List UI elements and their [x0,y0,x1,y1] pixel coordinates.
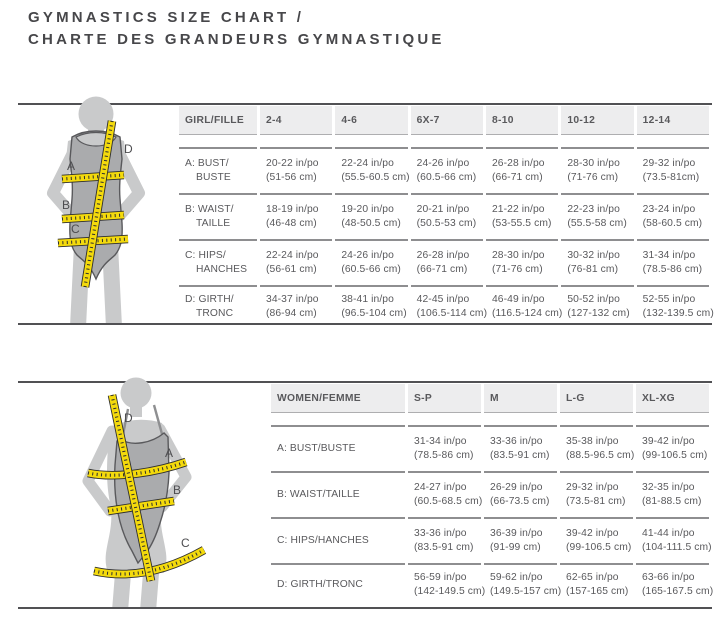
row-label: A: BUST/BUSTE [271,427,405,473]
header-row: WOMEN/FEMME S-P M L-G XL-XG [271,384,709,413]
size-cell: 26-28 in/po (66-71 cm) [485,149,559,195]
size-cell: 26-29 in/po (66-73.5 cm) [484,473,557,519]
size-cell: 22-24 in/po (55.5-60.5 cm) [335,149,410,195]
column-header: 2-4 [260,106,333,135]
column-header: 4-6 [335,106,408,135]
size-cell: 24-26 in/po (60.5-66 cm) [410,149,483,195]
table-row-waist: B: WAIST/TAILLE 24-27 in/po (60.5-68.5 cm… [271,473,709,519]
figure-label-d: D [124,411,133,425]
size-cell: 42-45 in/po (106.5-114 cm) [416,293,488,320]
size-cell: 33-36 in/po (83.5-91 cm) [484,427,557,473]
row-label: B: WAIST/TAILLE [179,195,257,241]
size-cell: 34-37 in/po (86-94 cm) [266,293,319,320]
column-header: XL-XG [636,384,709,413]
size-cell: 33-36 in/po (83.5-91 cm) [408,519,481,565]
column-header: S-P [408,384,481,413]
size-cell: 52-55 in/po (132-139.5 cm) [642,293,714,320]
size-cell: 20-22 in/po (51-56 cm) [260,149,333,195]
measuring-tape-waist [107,496,175,516]
figure-label-b: B [62,198,70,212]
top-rule [18,381,712,383]
row-label: D: GIRTH/TRONC [185,293,234,320]
size-cell: 21-22 in/po (53-55.5 cm) [485,195,559,241]
size-cell: 63-66 in/po (165-167.5 cm) [642,571,714,598]
size-cell: 36-39 in/po (91-99 cm) [484,519,557,565]
girls-size-table: GIRL/FILLE 2-4 4-6 6X-7 8-10 10-12 12-14… [176,106,714,327]
row-label: B: WAIST/TAILLE [271,473,405,519]
header-row: GIRL/FILLE 2-4 4-6 6X-7 8-10 10-12 12-14 [179,106,709,135]
size-cell: 29-32 in/po (73.5-81 cm) [560,473,633,519]
row-label: A: BUST/BUSTE [179,149,257,195]
page-title-line2: CHARTE DES GRANDEURS GYMNASTIQUE [28,31,445,48]
size-cell: 22-23 in/po (55.5-58 cm) [561,195,634,241]
size-cell: 39-42 in/po (99-106.5 cm) [636,427,709,473]
size-cell: 46-49 in/po (116.5-124 cm) [491,293,563,320]
size-cell: 22-24 in/po (56-61 cm) [260,241,333,287]
figure-label-c: C [181,536,190,550]
size-cell: 26-28 in/po (66-71 cm) [410,241,483,287]
size-cell: 28-30 in/po (71-76 cm) [561,149,634,195]
figure-label-a: A [67,159,75,173]
measuring-tape-girth [107,394,156,582]
table-row-bust: A: BUST/BUSTE 31-34 in/po (78.5-86 cm) 33… [271,427,709,473]
table-row-girth: D: GIRTH/TRONC 34-37 in/po (86-94 cm) 38-… [179,287,714,327]
size-cell: 18-19 in/po (46-48 cm) [260,195,333,241]
table-row-bust: A: BUST/BUSTE 20-22 in/po (51-56 cm) 22-2… [179,149,709,195]
column-header: WOMEN/FEMME [271,384,405,413]
size-cell: 19-20 in/po (48-50.5 cm) [335,195,408,241]
size-cell: 28-30 in/po (71-76 cm) [485,241,559,287]
size-cell: 20-21 in/po (50.5-53 cm) [410,195,483,241]
size-cell: 62-65 in/po (157-165 cm) [566,571,629,598]
column-header: M [484,384,557,413]
table-row-hips: C: HIPS/HANCHES 33-36 in/po (83.5-91 cm) … [271,519,712,565]
size-cell: 35-38 in/po (88.5-96.5 cm) [560,427,634,473]
size-cell: 39-42 in/po (99-106.5 cm) [560,519,633,565]
column-header: GIRL/FILLE [179,106,257,135]
divider-row [179,135,709,149]
column-header: L-G [560,384,633,413]
table-row-girth: D: GIRTH/TRONC 56-59 in/po (142-149.5 cm)… [271,565,714,605]
figure-label-b: B [173,483,181,497]
bottom-rule [18,323,712,325]
women-size-table: WOMEN/FEMME S-P M L-G XL-XG A: BUST/BUST… [268,384,714,605]
size-cell: 31-34 in/po (78.5-86 cm) [636,241,709,287]
woman-figure: A B C D [82,377,207,609]
girl-figure: A B C D [47,96,145,325]
row-label: C: HIPS/HANCHES [179,241,257,287]
table-row-hips: C: HIPS/HANCHES 22-24 in/po (56-61 cm) 24… [179,241,709,287]
size-cell: 23-24 in/po (58-60.5 cm) [636,195,709,241]
size-cell: 31-34 in/po (78.5-86 cm) [408,427,481,473]
size-cell: 56-59 in/po (142-149.5 cm) [414,571,486,598]
size-cell: 29-32 in/po (73.5-81cm) [636,149,709,195]
top-rule [18,103,712,105]
page-title-line1: GYMNASTICS SIZE CHART / [28,9,305,26]
size-cell: 50-52 in/po (127-132 cm) [567,293,630,320]
figure-label-c: C [71,222,80,236]
size-cell: 32-35 in/po (81-88.5 cm) [636,473,709,519]
column-header: 10-12 [561,106,634,135]
size-cell: 41-44 in/po (104-111.5 cm) [636,519,712,565]
figure-label-a: A [165,446,173,460]
column-header: 8-10 [485,106,559,135]
girls-section: A B C D GIRL/FILLE 2-4 4-6 6X-7 8-10 10-… [18,96,714,327]
row-label: C: HIPS/HANCHES [271,519,405,565]
column-header: 6X-7 [410,106,483,135]
size-cell: 24-26 in/po (60.5-66 cm) [335,241,408,287]
size-cell: 59-62 in/po (149.5-157 cm) [490,571,562,598]
size-cell: 30-32 in/po (76-81 cm) [561,241,634,287]
divider-row [271,413,709,427]
table-row-waist: B: WAIST/TAILLE 18-19 in/po (46-48 cm) 19… [179,195,709,241]
bottom-rule [18,607,712,609]
figure-label-d: D [124,142,133,156]
measuring-tape-bust [61,170,125,184]
row-label: D: GIRTH/TRONC [277,578,363,590]
page-title: GYMNASTICS SIZE CHART / CHARTE DES GRAND… [28,7,445,51]
women-section: A B C D WOMEN/FEMME S-P M L-G XL-XG A: B… [18,377,714,609]
column-header: 12-14 [636,106,709,135]
measuring-tape-bust [87,457,188,480]
size-cell: 24-27 in/po (60.5-68.5 cm) [408,473,482,519]
size-cell: 38-41 in/po (96.5-104 cm) [341,293,407,320]
measuring-tape-girth [80,120,117,288]
